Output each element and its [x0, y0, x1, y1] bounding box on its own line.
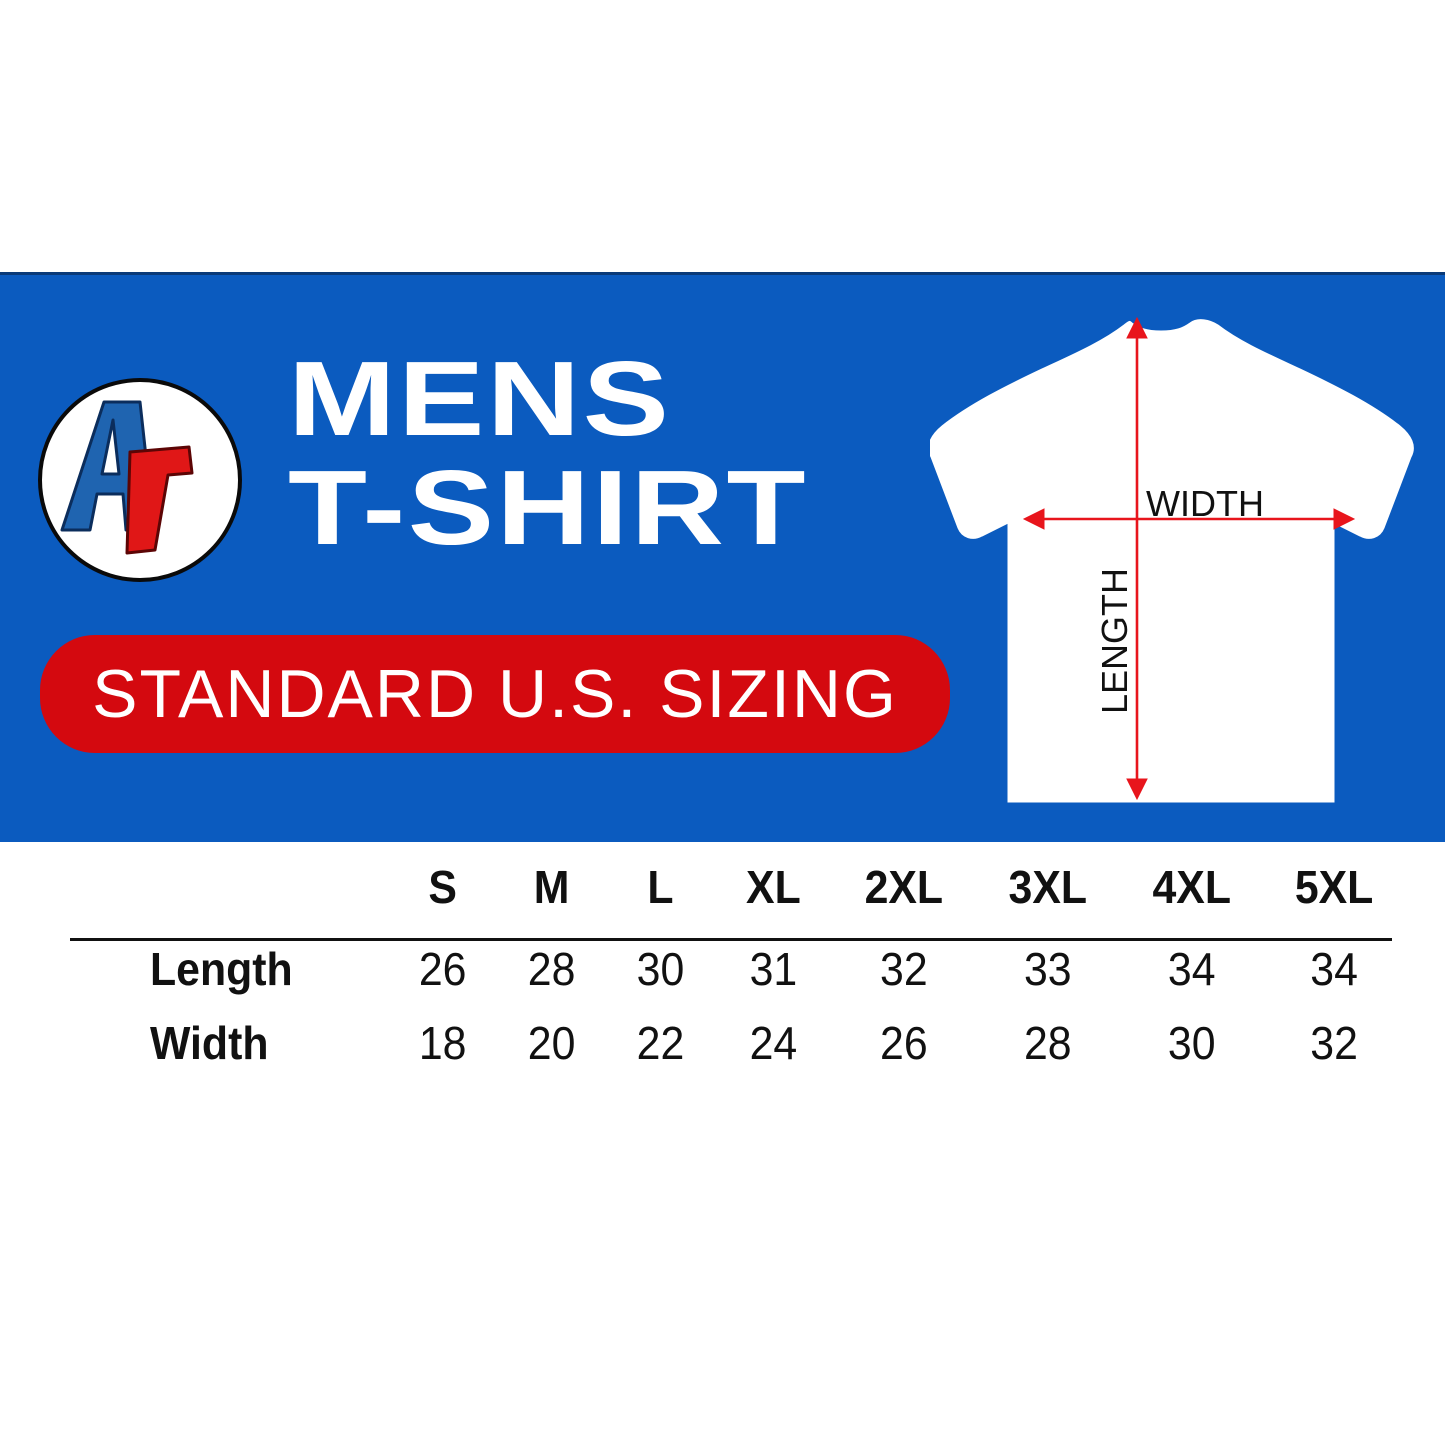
svg-text:WIDTH: WIDTH — [1146, 483, 1264, 524]
svg-text:LENGTH: LENGTH — [1094, 568, 1135, 714]
